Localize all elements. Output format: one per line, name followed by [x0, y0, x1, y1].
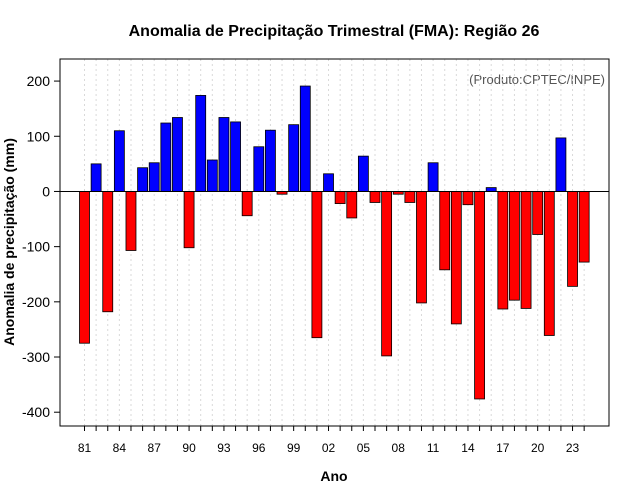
bar-1984 — [113, 130, 125, 192]
bar-2004 — [346, 191, 358, 219]
y-tick-label: -100 — [22, 239, 50, 255]
bar-2006 — [369, 191, 381, 203]
axes: -400 -300 -200 -100 0 100 200 81 84 87 90 93 96 99 02 0… — [22, 73, 585, 455]
bars — [79, 85, 590, 400]
chart-title: Anomalia de Precipitação Trimestral (FMA… — [129, 23, 540, 40]
bar-1988 — [160, 122, 172, 192]
bar-2015 — [474, 191, 485, 400]
x-tick-label-11: 11 — [427, 441, 440, 455]
x-tick-label-05: 05 — [357, 441, 371, 455]
bar-1995 — [241, 191, 253, 217]
x-tick-label-14: 14 — [461, 441, 475, 455]
bar-2016 — [485, 187, 497, 192]
bar-1986 — [137, 167, 149, 192]
bar-2024 — [578, 191, 590, 263]
bar-1994 — [230, 121, 241, 192]
bar-1981 — [79, 191, 90, 344]
bar-2005 — [357, 155, 369, 192]
x-tick-label-08: 08 — [392, 441, 406, 455]
x-tick-label-20: 20 — [531, 441, 545, 455]
bar-1991 — [195, 95, 207, 192]
y-tick-label: 100 — [27, 128, 51, 144]
y-tick-label: 200 — [27, 73, 51, 89]
x-tick-label-81: 81 — [78, 441, 92, 455]
bar-1983 — [102, 191, 114, 313]
bar-2019 — [520, 191, 532, 309]
bar-2012 — [439, 191, 451, 271]
y-tick-label: -300 — [22, 349, 50, 365]
bar-2013 — [450, 191, 462, 325]
bar-2014 — [462, 191, 474, 206]
bar-1982 — [90, 163, 102, 192]
bar-2022 — [555, 137, 567, 192]
bar-2017 — [497, 191, 509, 310]
bar-1996 — [253, 146, 265, 192]
bar-2018 — [509, 191, 520, 301]
bar-2009 — [404, 191, 416, 203]
x-tick-label-23: 23 — [566, 441, 580, 455]
bar-2002 — [323, 173, 334, 192]
bar-1992 — [206, 159, 218, 192]
x-tick-label-87: 87 — [148, 441, 162, 455]
bar-1985 — [125, 191, 137, 251]
x-tick-label-84: 84 — [113, 441, 127, 455]
grid — [84, 59, 585, 426]
bar-2000 — [299, 85, 311, 192]
bar-2021 — [543, 191, 555, 336]
bar-2010 — [416, 191, 427, 304]
x-tick-label-02: 02 — [322, 441, 336, 455]
bar-2007 — [381, 191, 393, 357]
bar-2023 — [567, 191, 578, 287]
x-tick-label-17: 17 — [496, 441, 510, 455]
plot-frame — [59, 58, 610, 427]
y-axis-label: Anomalia de precipitação (mm) — [1, 138, 17, 346]
x-tick-label-90: 90 — [182, 441, 196, 455]
bar-1993 — [218, 117, 230, 192]
y-tick-label: 0 — [42, 183, 50, 199]
x-tick-label-93: 93 — [217, 441, 231, 455]
x-tick-label-96: 96 — [252, 441, 266, 455]
bar-2020 — [532, 191, 544, 235]
bar-1999 — [288, 124, 300, 192]
bar-2001 — [311, 191, 323, 339]
bar-2003 — [334, 191, 346, 204]
x-tick-label-99: 99 — [287, 441, 301, 455]
bar-2011 — [427, 162, 439, 192]
x-axis-label: Ano — [320, 468, 347, 484]
y-tick-label: -200 — [22, 294, 50, 310]
bar-1987 — [148, 162, 160, 192]
y-tick-label: -400 — [22, 404, 50, 420]
bar-1997 — [265, 129, 276, 192]
bar-1989 — [172, 117, 183, 192]
bar-1990 — [183, 191, 195, 249]
